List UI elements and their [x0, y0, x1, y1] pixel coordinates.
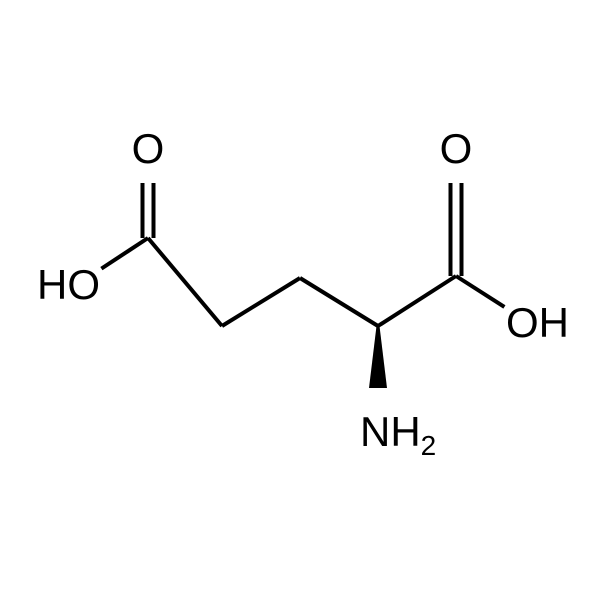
molecule-diagram: OHOOOHNH2 [0, 0, 600, 600]
atom-label: O [440, 125, 473, 172]
atom-label: HO [37, 261, 100, 308]
atom-label: O [132, 125, 165, 172]
atom-label: OH [506, 299, 569, 346]
